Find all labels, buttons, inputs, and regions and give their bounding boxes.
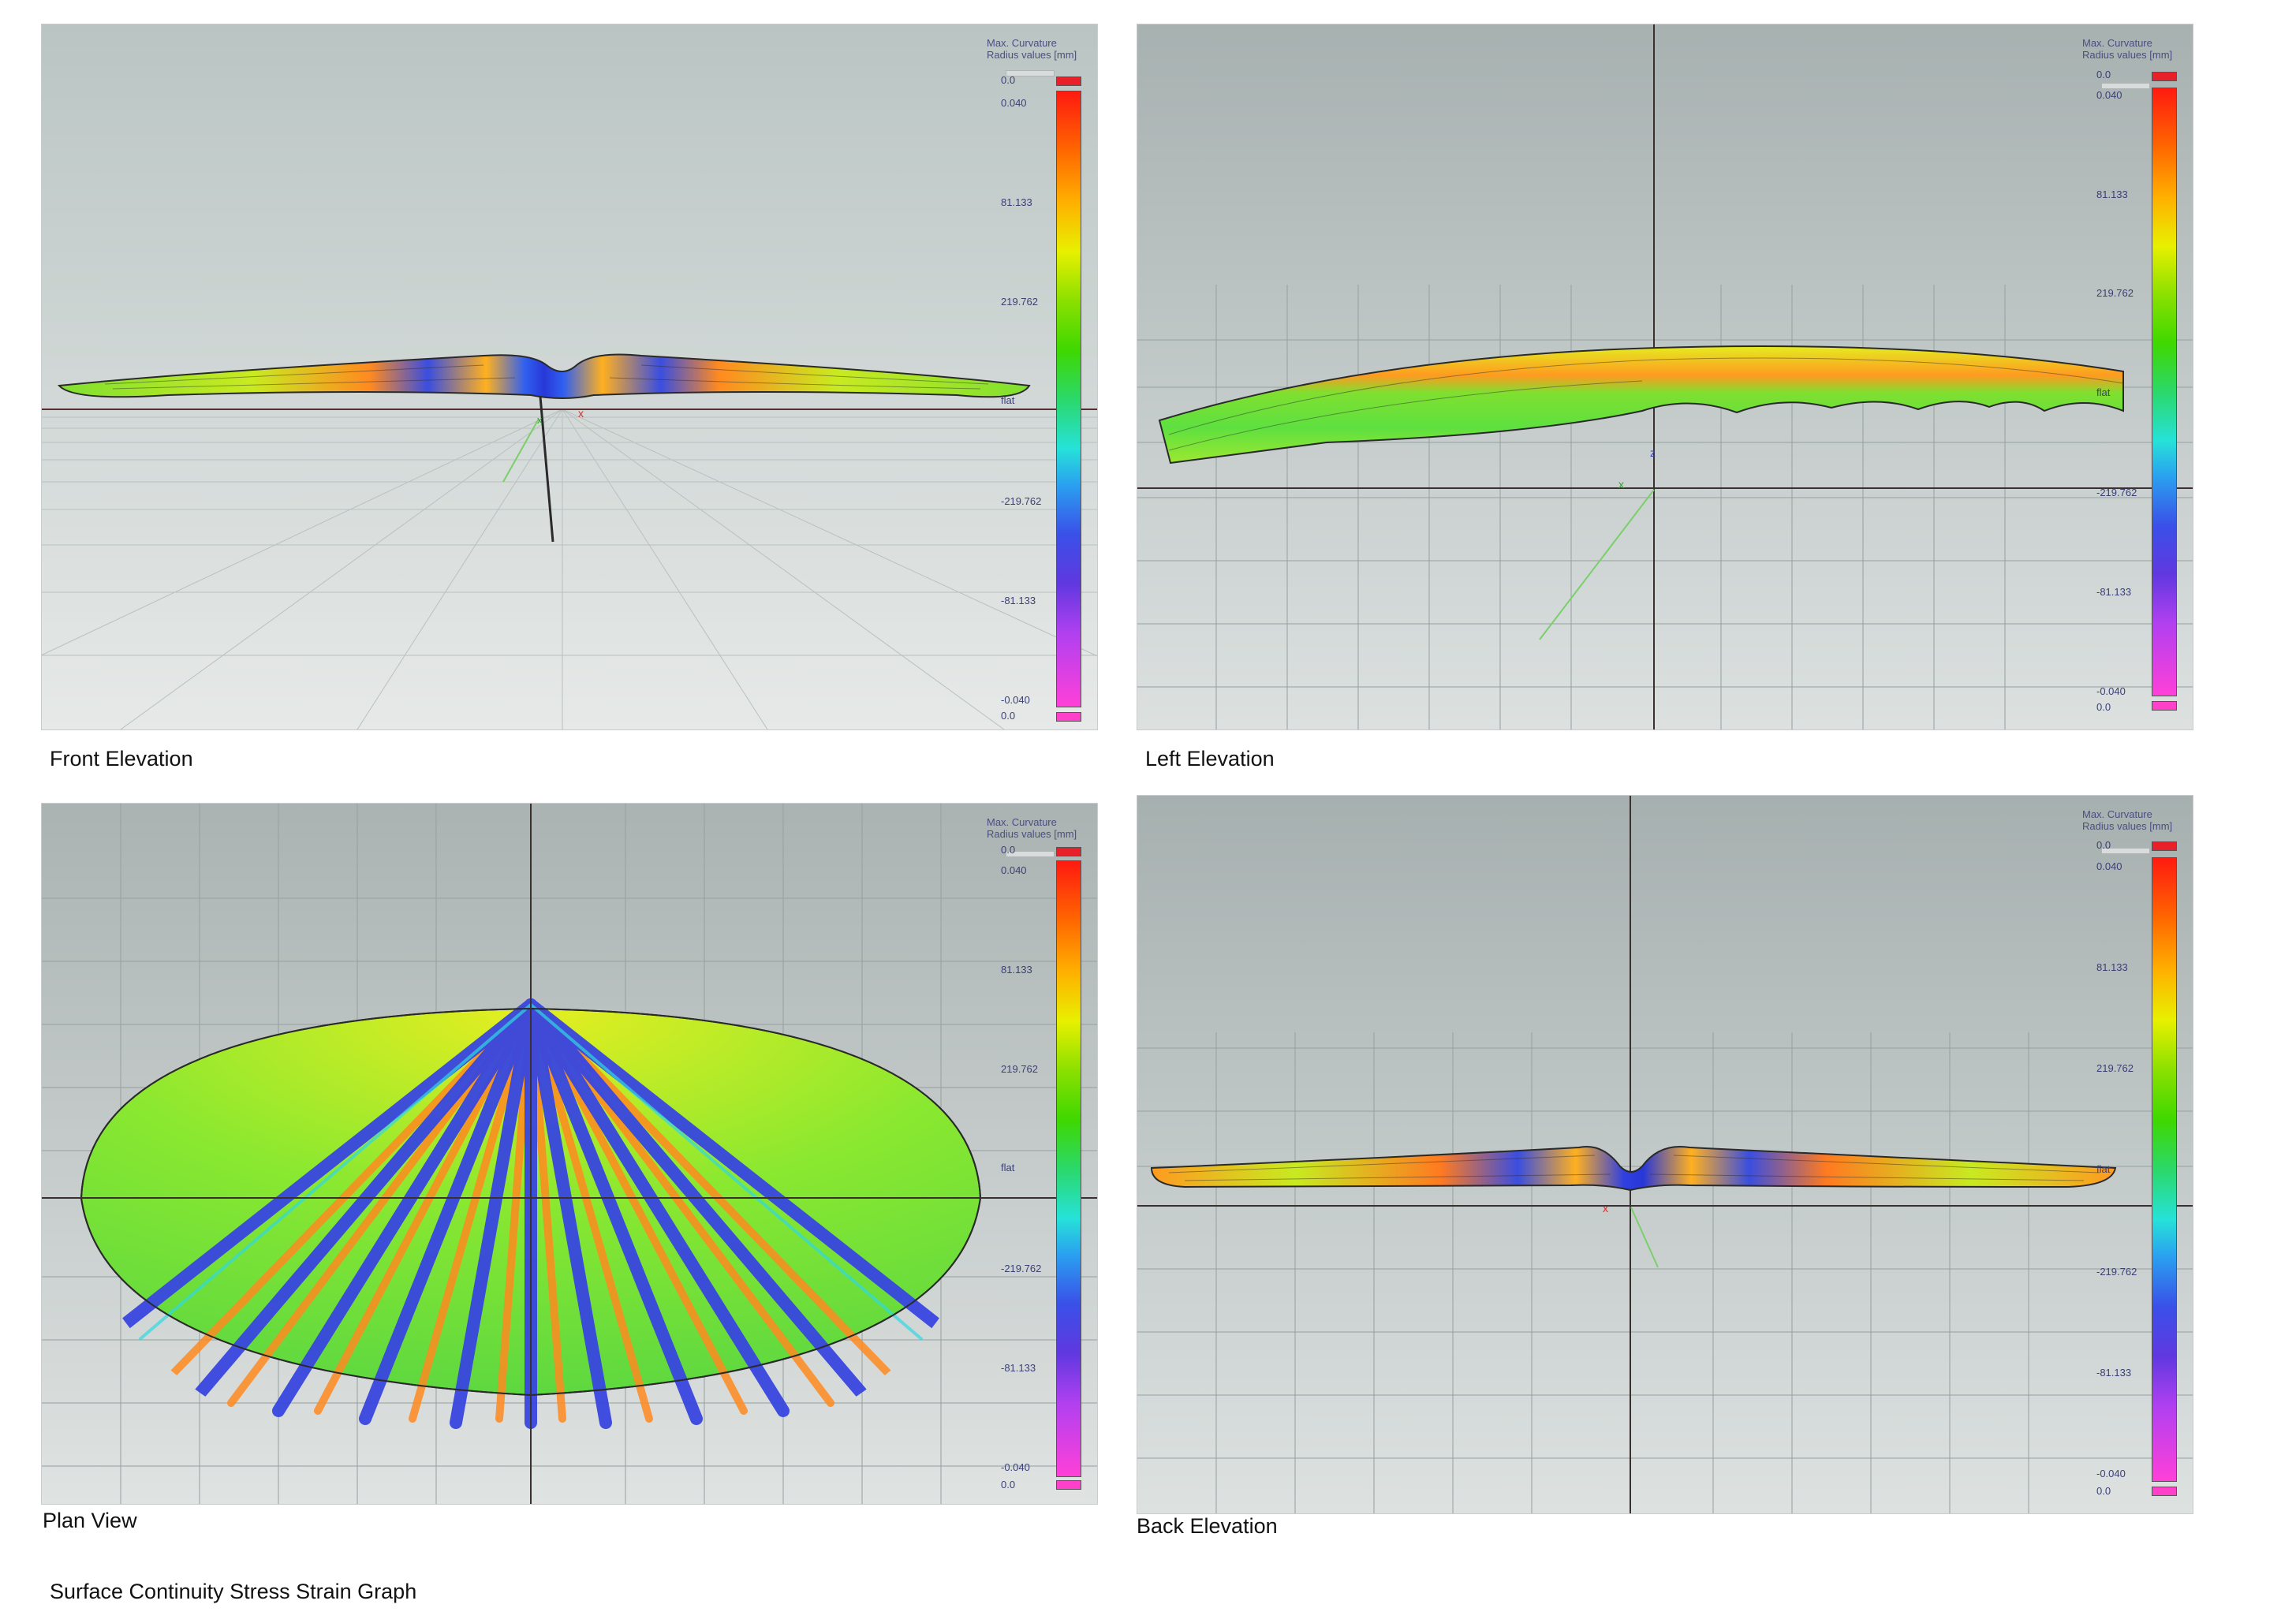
legend-label: 81.133 (1001, 964, 1032, 976)
z-axis-line (539, 396, 554, 543)
legend-slider[interactable] (1006, 70, 1055, 76)
legend-title: Max. Curvature Radius values [mm] (987, 37, 1077, 61)
viewport-front-elevation[interactable]: x x Max. Curvature Radius values [mm] 0.0… (41, 24, 1098, 730)
front-elevation-scene: x x (42, 24, 1097, 729)
legend-max-swatch (2152, 72, 2177, 81)
legend-label: flat (1001, 394, 1015, 406)
legend-label: 0.0 (2096, 1485, 2111, 1497)
legend-label: 0.0 (1001, 1479, 1016, 1491)
legend-label: -219.762 (2096, 1266, 2137, 1278)
legend-label: -0.040 (2096, 685, 2126, 697)
gizmo-z-label: z (1650, 446, 1656, 459)
legend-title: Max. Curvature Radius values [mm] (2082, 37, 2173, 61)
legend-label: flat (2096, 1163, 2111, 1175)
ground-grid (42, 409, 1097, 729)
legend-slider[interactable] (2101, 83, 2150, 89)
caption-left-elevation: Left Elevation (1145, 747, 1275, 770)
legend-label: -219.762 (1001, 1263, 1042, 1274)
legend-label: 219.762 (2096, 287, 2134, 299)
legend-min-swatch (1056, 1480, 1081, 1490)
curvature-legend: Max. Curvature Radius values [mm] 0.0 0.0… (2082, 796, 2193, 1513)
gizmo-y-arrow (502, 418, 539, 483)
curvature-legend: Max. Curvature Radius values [mm] 0.0 0.0… (987, 24, 1097, 729)
curvature-legend: Max. Curvature Radius values [mm] 0.0 0.0… (987, 804, 1097, 1504)
legend-label: 219.762 (1001, 296, 1038, 308)
legend-max-swatch (1056, 76, 1081, 86)
legend-label: 0.040 (2096, 89, 2122, 101)
legend-min-swatch (2152, 701, 2177, 711)
legend-label: 81.133 (2096, 188, 2128, 200)
legend-label: 0.0 (2096, 701, 2111, 713)
legend-label: flat (1001, 1162, 1015, 1173)
legend-title: Max. Curvature Radius values [mm] (2082, 808, 2173, 832)
legend-color-bar (1056, 860, 1081, 1477)
legend-slider[interactable] (2101, 848, 2150, 854)
page-title: Surface Continuity Stress Strain Graph (50, 1580, 417, 1603)
gizmo-x-label: x (578, 407, 584, 420)
curvature-legend: Max. Curvature Radius values [mm] 0.0 0.0… (2082, 24, 2193, 729)
legend-label: 0.0 (1001, 844, 1016, 856)
legend-label: 0.040 (1001, 97, 1027, 109)
legend-label: 81.133 (2096, 961, 2128, 973)
legend-label: -81.133 (1001, 595, 1036, 606)
gizmo-y-arrow (1539, 489, 1655, 640)
plan-view-scene (42, 804, 1097, 1504)
caption-back-elevation: Back Elevation (1137, 1514, 1278, 1538)
legend-title: Max. Curvature Radius values [mm] (987, 816, 1077, 840)
legend-slider[interactable] (1006, 851, 1055, 857)
legend-label: -81.133 (2096, 586, 2132, 598)
curvature-surface[interactable] (1158, 345, 2124, 465)
legend-label: -219.762 (2096, 487, 2137, 498)
legend-label: 0.040 (1001, 864, 1027, 876)
legend-label: flat (2096, 386, 2111, 398)
legend-color-bar (2152, 857, 2177, 1482)
legend-label: -0.040 (2096, 1468, 2126, 1479)
legend-min-swatch (2152, 1487, 2177, 1496)
legend-max-swatch (2152, 841, 2177, 851)
gizmo-x-label: x (1603, 1202, 1608, 1214)
legend-label: -0.040 (1001, 1461, 1030, 1473)
legend-label: -81.133 (2096, 1367, 2132, 1379)
legend-label: 0.0 (2096, 839, 2111, 851)
viewport-back-elevation[interactable]: x Max. Curvature Radius values [mm] 0.0 0… (1137, 795, 2193, 1514)
curvature-surface[interactable] (1150, 1146, 2117, 1192)
curvature-surface[interactable] (57, 353, 1031, 399)
legend-min-swatch (1056, 712, 1081, 722)
legend-label: 0.040 (2096, 860, 2122, 872)
legend-max-swatch (1056, 847, 1081, 856)
caption-plan-view: Plan View (43, 1509, 137, 1532)
legend-label: -81.133 (1001, 1362, 1036, 1374)
legend-label: -219.762 (1001, 495, 1042, 507)
gizmo-y-arrow (1630, 1207, 1659, 1268)
gizmo-x-label: x (1618, 478, 1624, 491)
legend-label: 0.0 (1001, 74, 1016, 86)
legend-label: 0.0 (1001, 710, 1016, 722)
legend-color-bar (2152, 88, 2177, 696)
legend-color-bar (1056, 91, 1081, 707)
left-elevation-scene: x z (1137, 24, 2193, 729)
legend-label: 81.133 (1001, 196, 1032, 208)
legend-label: 0.0 (2096, 69, 2111, 80)
back-elevation-scene: x (1137, 796, 2193, 1513)
legend-label: 219.762 (2096, 1062, 2134, 1074)
gizmo-y-label: x (537, 414, 543, 426)
caption-front-elevation: Front Elevation (50, 747, 193, 770)
legend-label: -0.040 (1001, 694, 1030, 706)
viewport-left-elevation[interactable]: x z Max. Curvature Radius values [mm] 0.0… (1137, 24, 2193, 730)
legend-label: 219.762 (1001, 1063, 1038, 1075)
viewport-plan-view[interactable]: Max. Curvature Radius values [mm] 0.0 0.0… (41, 803, 1098, 1505)
